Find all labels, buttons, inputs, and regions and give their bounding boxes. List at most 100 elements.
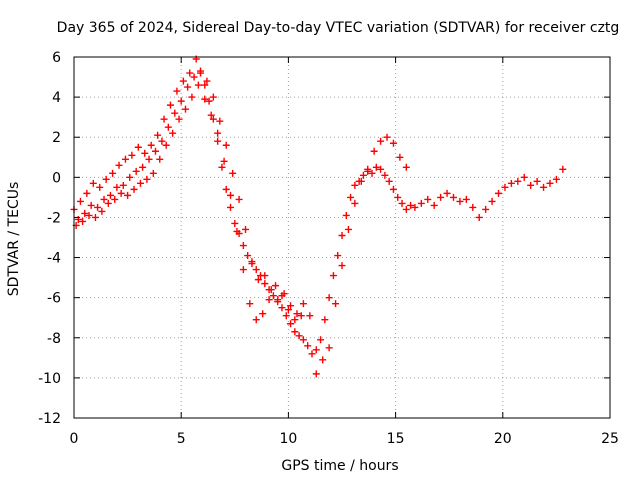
data-point [94, 203, 102, 211]
data-point [147, 141, 155, 149]
data-point [145, 155, 153, 163]
data-point [136, 179, 144, 187]
data-point [351, 181, 359, 189]
data-point [347, 193, 355, 201]
data-point [214, 129, 222, 137]
data-point [190, 73, 198, 81]
x-tick-label: 15 [387, 431, 405, 447]
data-point [269, 292, 277, 300]
data-point [402, 205, 410, 213]
data-point [184, 83, 192, 91]
series-track-a [70, 55, 567, 358]
data-points [70, 55, 567, 378]
data-point [449, 193, 457, 201]
data-point [533, 177, 541, 185]
data-point [291, 316, 299, 324]
data-point [117, 189, 125, 197]
data-point [377, 137, 385, 145]
data-point [113, 183, 121, 191]
data-point [443, 189, 451, 197]
data-point [96, 183, 104, 191]
data-point [164, 123, 172, 131]
data-point [317, 336, 325, 344]
data-point [76, 197, 84, 205]
x-axis-label: GPS time / hours [281, 458, 398, 474]
data-point [121, 155, 129, 163]
data-point [209, 115, 217, 123]
grid-lines [74, 57, 610, 418]
data-point [344, 225, 352, 233]
data-point [246, 300, 254, 308]
series-track-c [72, 81, 305, 324]
data-point [115, 161, 123, 169]
y-tick-label: 2 [52, 130, 61, 146]
data-point [411, 203, 419, 211]
data-point [111, 195, 119, 203]
data-point [278, 292, 286, 300]
data-point [325, 294, 333, 302]
data-point [520, 173, 528, 181]
data-point [186, 69, 194, 77]
data-point [259, 310, 267, 318]
plot-frame [73, 56, 611, 419]
data-point [514, 177, 522, 185]
data-point [462, 195, 470, 203]
data-point [151, 147, 159, 155]
data-point [242, 225, 250, 233]
data-point [229, 169, 237, 177]
data-point [156, 155, 164, 163]
data-point [171, 109, 179, 117]
data-point [274, 296, 282, 304]
data-point [248, 258, 256, 266]
data-point [85, 211, 93, 219]
data-point [124, 191, 132, 199]
data-point [98, 207, 106, 215]
data-point [488, 197, 496, 205]
y-tick-label: -4 [47, 251, 61, 267]
y-axis-label: SDTVAR / TECUs [6, 182, 22, 297]
data-point [173, 87, 181, 95]
data-point [119, 181, 127, 189]
chart-title: Day 365 of 2024, Sidereal Day-to-day VTE… [57, 20, 620, 36]
data-point [81, 209, 89, 217]
data-point [407, 201, 415, 209]
data-point [267, 286, 275, 294]
data-point [194, 81, 202, 89]
data-point [160, 115, 168, 123]
data-point [368, 169, 376, 177]
data-point [166, 101, 174, 109]
data-point [244, 252, 252, 260]
data-point [372, 163, 380, 171]
data-point [475, 213, 483, 221]
data-point [321, 316, 329, 324]
data-point [293, 310, 301, 318]
series-track-b [74, 69, 410, 378]
data-point [261, 280, 269, 288]
data-point [141, 149, 149, 157]
data-point [79, 217, 87, 225]
data-point [332, 300, 340, 308]
data-point [325, 344, 333, 352]
data-point [291, 328, 299, 336]
data-point [370, 147, 378, 155]
data-point [389, 185, 397, 193]
data-point [102, 175, 110, 183]
data-point [357, 177, 365, 185]
data-point [377, 165, 385, 173]
data-point [201, 81, 209, 89]
data-point [383, 133, 391, 141]
data-point [398, 199, 406, 207]
data-point [203, 77, 211, 85]
data-point [233, 227, 241, 235]
data-point [175, 115, 183, 123]
data-point [227, 191, 235, 199]
data-point [507, 179, 515, 187]
data-point [130, 185, 138, 193]
data-point [134, 143, 142, 151]
data-point [338, 231, 346, 239]
data-point [222, 141, 230, 149]
data-point [227, 203, 235, 211]
data-point [100, 195, 108, 203]
data-point [342, 211, 350, 219]
